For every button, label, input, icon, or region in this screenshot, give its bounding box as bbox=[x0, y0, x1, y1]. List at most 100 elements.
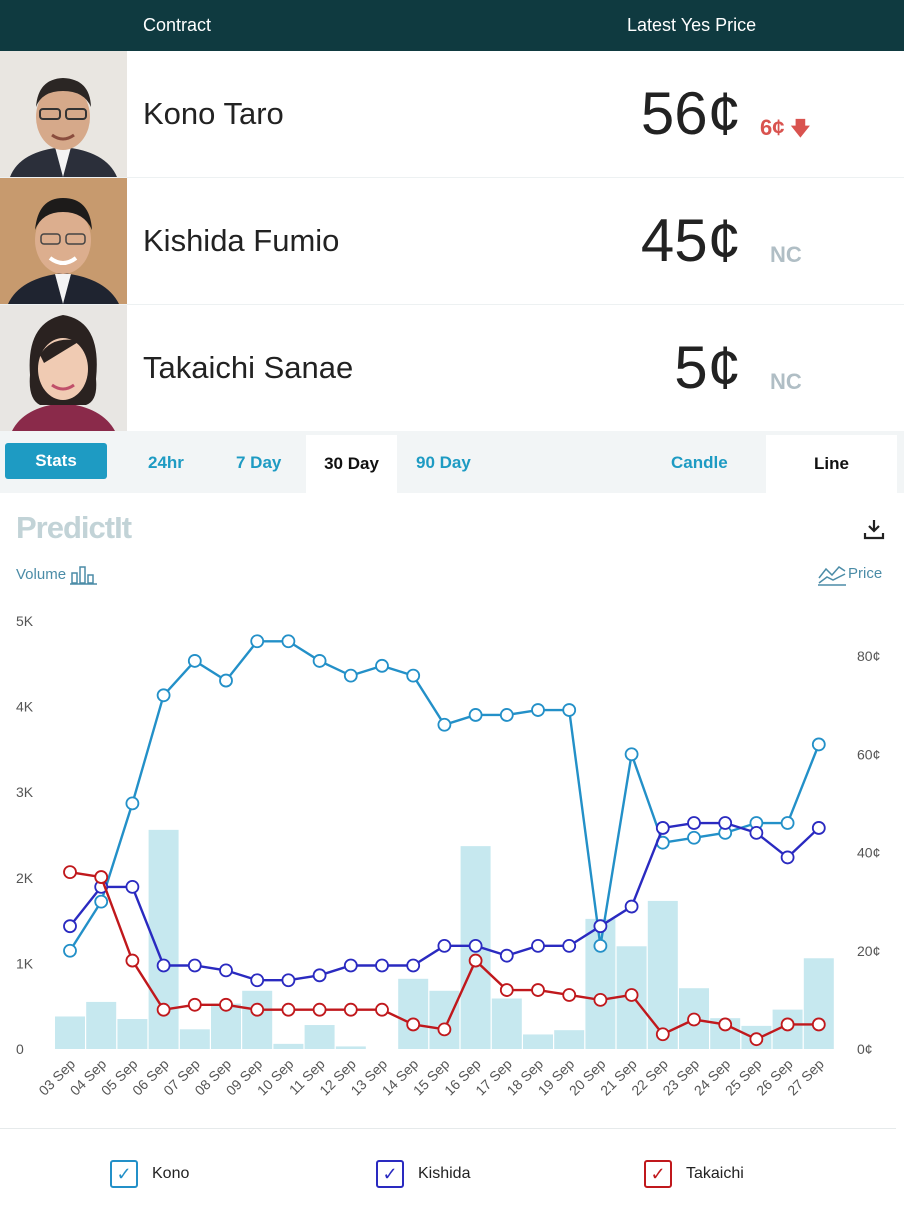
data-point-kishida bbox=[562, 938, 577, 953]
stats-button[interactable]: Stats bbox=[5, 443, 107, 479]
price-tick-label: 60¢ bbox=[857, 746, 880, 762]
volume-bar bbox=[803, 958, 834, 1049]
volume-tick-label: 4K bbox=[16, 699, 34, 715]
tab-7-day[interactable]: 7 Day bbox=[236, 453, 282, 472]
volume-bar bbox=[117, 1019, 148, 1049]
contract-row-takaichi[interactable]: Takaichi Sanae 5¢ NC bbox=[0, 305, 904, 432]
check-icon[interactable]: ✓ bbox=[644, 1160, 672, 1188]
data-point-kishida bbox=[499, 948, 514, 963]
price-label: Price bbox=[848, 565, 883, 582]
data-point-kono bbox=[406, 668, 421, 683]
data-point-kishida bbox=[437, 938, 452, 953]
price-tick-label: 20¢ bbox=[857, 943, 880, 959]
data-point-kishida bbox=[219, 963, 233, 978]
volume-bar bbox=[647, 900, 678, 1049]
data-point-kono bbox=[687, 830, 701, 845]
data-point-kono bbox=[375, 658, 389, 673]
volume-label: Volume bbox=[16, 565, 98, 585]
data-point-kishida bbox=[811, 821, 826, 835]
data-point-kishida bbox=[593, 919, 608, 934]
data-point-kono bbox=[624, 747, 639, 762]
data-point-takaichi bbox=[624, 988, 639, 1002]
contract-name[interactable]: Kono Taro bbox=[143, 96, 284, 131]
volume-tick-label: 1K bbox=[16, 955, 34, 971]
avatar bbox=[0, 178, 127, 304]
legend-item-kishida[interactable]: ✓ Kishida bbox=[376, 1160, 470, 1188]
tab-24hr[interactable]: 24hr bbox=[148, 453, 184, 472]
data-point-kishida bbox=[749, 825, 764, 840]
data-point-kishida bbox=[63, 919, 77, 934]
data-point-takaichi bbox=[468, 953, 483, 968]
divider bbox=[0, 1128, 896, 1129]
data-point-kono bbox=[499, 708, 514, 722]
volume-tick-label: 2K bbox=[16, 870, 34, 886]
price-tick-label: 80¢ bbox=[857, 648, 880, 664]
data-point-kishida bbox=[312, 968, 327, 983]
latest-price-column-header: Latest Yes Price bbox=[627, 15, 757, 35]
predictit-logo: PredictIt bbox=[16, 510, 132, 545]
price-change-value: 6¢ bbox=[760, 115, 785, 140]
data-point-takaichi bbox=[250, 1002, 265, 1017]
tab-90-day[interactable]: 90 Day bbox=[416, 453, 471, 472]
data-point-kishida bbox=[687, 816, 701, 830]
latest-price: 5¢ bbox=[674, 334, 741, 401]
data-point-takaichi bbox=[780, 1017, 795, 1032]
line-chart-icon bbox=[818, 566, 846, 586]
data-point-kishida bbox=[624, 899, 639, 914]
contract-name[interactable]: Kishida Fumio bbox=[143, 223, 340, 258]
data-point-kono bbox=[562, 703, 577, 717]
contract-row-kishida[interactable]: Kishida Fumio 45¢ NC bbox=[0, 178, 904, 305]
volume-bar bbox=[304, 1025, 335, 1049]
data-point-kishida bbox=[281, 973, 296, 988]
avatar bbox=[0, 305, 127, 431]
price-tick-label: 0¢ bbox=[857, 1041, 873, 1057]
data-point-kishida bbox=[125, 879, 140, 894]
price-change: NC bbox=[770, 369, 802, 394]
volume-bar bbox=[55, 1016, 85, 1049]
price-tick-label: 40¢ bbox=[857, 845, 880, 861]
volume-bar bbox=[398, 978, 429, 1049]
contract-column-header: Contract bbox=[143, 15, 212, 35]
avatar bbox=[0, 51, 127, 177]
download-icon[interactable] bbox=[862, 518, 886, 540]
data-point-takaichi bbox=[437, 1022, 452, 1037]
volume-tick-label: 5K bbox=[16, 613, 34, 629]
data-point-kishida bbox=[343, 958, 358, 973]
data-point-takaichi bbox=[718, 1017, 733, 1032]
data-point-kono bbox=[281, 634, 296, 649]
check-icon[interactable]: ✓ bbox=[376, 1160, 404, 1188]
data-point-takaichi bbox=[312, 1002, 327, 1017]
volume-bar bbox=[242, 990, 273, 1049]
data-point-kishida bbox=[250, 973, 265, 988]
tab-candle[interactable]: Candle bbox=[671, 453, 728, 472]
price-change: NC bbox=[770, 242, 802, 267]
tab-line[interactable]: Line bbox=[766, 435, 897, 493]
contract-name[interactable]: Takaichi Sanae bbox=[143, 350, 354, 385]
data-point-takaichi bbox=[219, 997, 233, 1012]
data-point-kono bbox=[593, 938, 608, 953]
data-point-takaichi bbox=[375, 1002, 389, 1017]
check-icon[interactable]: ✓ bbox=[110, 1160, 138, 1188]
data-point-kishida bbox=[156, 958, 171, 973]
volume-bar bbox=[86, 1001, 117, 1049]
legend-item-kono[interactable]: ✓ Kono bbox=[110, 1160, 189, 1188]
data-point-takaichi bbox=[125, 953, 140, 968]
bar-chart-icon bbox=[70, 566, 98, 585]
table-header: Contract Latest Yes Price bbox=[0, 0, 904, 51]
series-line-kishida bbox=[69, 821, 820, 982]
data-point-takaichi bbox=[655, 1027, 670, 1042]
contract-row-kono[interactable]: Kono Taro 56¢ 6¢ 🡇 bbox=[0, 51, 904, 178]
tab-30-day[interactable]: 30 Day bbox=[306, 435, 397, 493]
data-point-takaichi bbox=[531, 983, 545, 997]
volume-bar bbox=[335, 1046, 366, 1049]
data-point-kono bbox=[531, 703, 545, 717]
volume-tick-label: 0 bbox=[16, 1041, 24, 1057]
volume-tick-label: 3K bbox=[16, 784, 34, 800]
latest-price: 56¢ bbox=[640, 80, 741, 147]
data-point-kono bbox=[312, 654, 327, 668]
data-point-takaichi bbox=[749, 1032, 764, 1047]
legend-item-takaichi[interactable]: ✓ Takaichi bbox=[644, 1160, 744, 1188]
volume-bar bbox=[491, 998, 522, 1049]
data-point-takaichi bbox=[343, 1002, 358, 1017]
data-point-takaichi bbox=[499, 983, 514, 997]
